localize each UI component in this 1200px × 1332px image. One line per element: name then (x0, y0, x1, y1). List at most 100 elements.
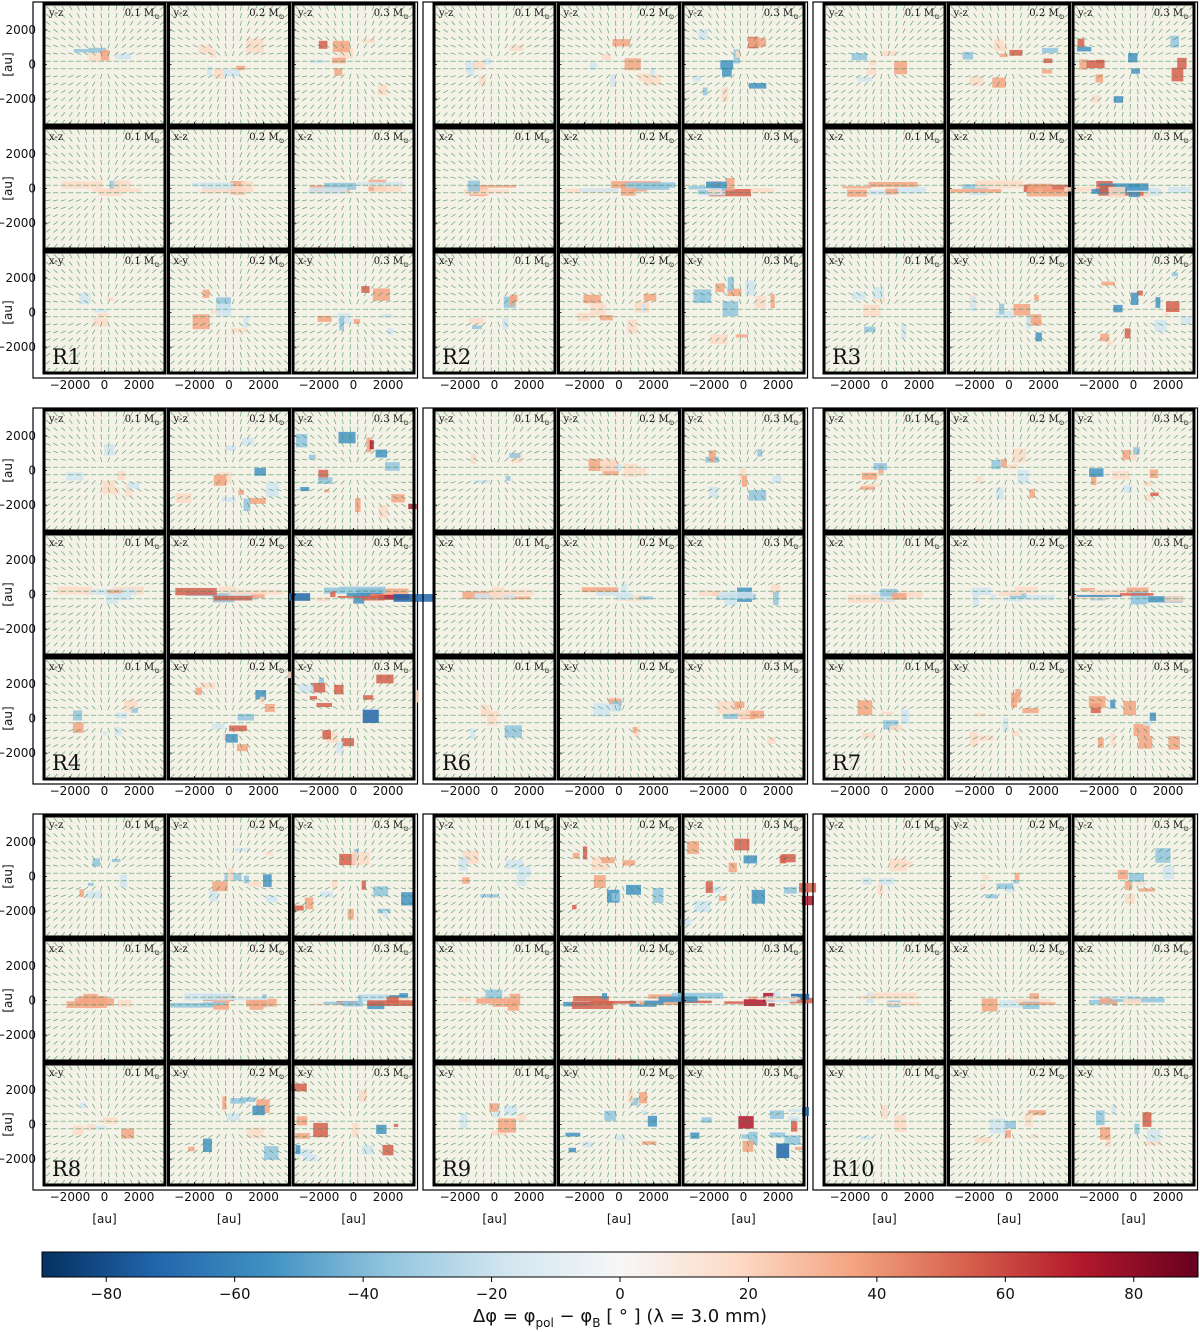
dphi-patch (377, 84, 388, 95)
dphi-patch (641, 1110, 648, 1115)
dphi-patch (1123, 485, 1133, 493)
dphi-patch (974, 1137, 991, 1143)
panel-mass-label: 0.2 M⊙ (639, 820, 674, 833)
panel-frame (42, 2, 167, 127)
panel-mass-label: 0.1 M⊙ (515, 662, 550, 675)
dphi-patch (367, 1000, 413, 1006)
dphi-patch (209, 49, 216, 58)
dphi-patch (632, 727, 637, 733)
panel-frame (1071, 814, 1196, 939)
dphi-patch (1150, 492, 1159, 497)
x-tick-label: −2000 (299, 1190, 340, 1204)
dphi-patch (590, 1000, 637, 1004)
y-tick-label: 2000 (5, 959, 36, 973)
dphi-patch (339, 853, 356, 866)
dphi-patch (698, 29, 708, 40)
x-tick-label: 2000 (124, 378, 155, 392)
dphi-patch (229, 725, 247, 732)
dphi-patch (615, 463, 622, 472)
dphi-patch (1162, 865, 1174, 880)
dphi-patch (225, 734, 238, 743)
dphi-patch (1131, 292, 1139, 305)
x-tick-label: 0 (350, 784, 358, 798)
panel-mass-label: 0.2 M⊙ (1029, 8, 1064, 21)
panel-projection-label: x-z (298, 944, 312, 955)
dphi-patch (339, 317, 344, 331)
dphi-patch (87, 1124, 95, 1131)
panel-y-z-1: y-z 0.1 M⊙ (42, 814, 167, 939)
panel-x-z-2: x-z 0.2 M⊙ (947, 126, 1074, 251)
dphi-patch (79, 292, 91, 305)
dphi-patch (978, 735, 994, 741)
dphi-patch (474, 480, 490, 484)
dphi-patch (990, 594, 996, 601)
panel-projection-label: x-y (1078, 256, 1093, 267)
panel-x-z-3: x-z 0.3 M⊙ (681, 126, 806, 251)
panel-mass-label: 0.3 M⊙ (1154, 256, 1189, 269)
dphi-patch (1064, 187, 1097, 192)
dphi-patch (890, 725, 903, 731)
panel-y-z-1: y-z 0.1 M⊙ (42, 2, 167, 127)
x-tick-label: 0 (1130, 1190, 1138, 1204)
dphi-patch (1006, 886, 1015, 893)
dphi-patch (789, 997, 814, 1004)
dphi-patch (634, 726, 640, 737)
panel-frame (822, 532, 947, 657)
colorbar-tick-label: 0 (615, 1285, 625, 1303)
dphi-patch (869, 59, 877, 66)
dphi-patch (317, 315, 332, 322)
panel-frame (947, 656, 1071, 781)
dphi-patch (1149, 469, 1159, 478)
panel-frame (291, 1062, 416, 1187)
y-tick-label: −2000 (0, 92, 36, 106)
panel-frame (681, 1062, 806, 1187)
dphi-patch (791, 993, 810, 1000)
dphi-patch (232, 589, 284, 595)
dphi-patch (604, 1110, 617, 1121)
panel-x-z-2: x-z 0.2 M⊙ (947, 938, 1071, 1063)
dphi-patch (237, 713, 254, 721)
dphi-patch (216, 303, 231, 317)
panel-frame (167, 408, 291, 533)
dphi-patch (1091, 95, 1100, 103)
panel-mass-label: 0.3 M⊙ (764, 944, 799, 957)
x-tick-label: 0 (1130, 378, 1138, 392)
dphi-patch (235, 848, 250, 852)
dphi-patch (326, 732, 339, 743)
dphi-patch (715, 283, 725, 293)
panel-projection-label: x-y (829, 1068, 844, 1079)
dphi-patch (671, 992, 724, 999)
dphi-patch (1013, 304, 1031, 316)
dphi-patch (243, 498, 251, 511)
dphi-patch (1014, 586, 1038, 594)
dphi-patch (230, 1098, 246, 1104)
panel-mass-label: 0.3 M⊙ (374, 662, 409, 675)
dphi-patch (125, 483, 132, 498)
panel-x-z-3: x-z 0.3 M⊙ (1064, 126, 1196, 251)
dphi-patch (1106, 999, 1126, 1002)
dphi-patch (788, 1116, 800, 1122)
panel-projection-label: x-y (829, 256, 844, 267)
panel-x-z-2: x-z 0.2 M⊙ (557, 126, 681, 251)
dphi-patch (750, 188, 774, 194)
x-tick-label: 2000 (638, 784, 669, 798)
x-tick-label: 0 (491, 378, 499, 392)
panel-frame (432, 814, 557, 939)
panel-frame (432, 532, 557, 657)
dphi-patch (999, 303, 1005, 315)
dphi-patch (989, 1118, 1006, 1134)
x-tick-label: 0 (491, 784, 499, 798)
dphi-patch (322, 730, 331, 740)
x-axis-label: [au] (997, 1212, 1021, 1226)
panel-projection-label: x-z (688, 132, 702, 143)
panel-projection-label: y-z (48, 414, 63, 425)
panel-projection-label: y-z (828, 414, 843, 425)
dphi-patch (658, 996, 698, 1003)
colorbar-label-b: B (592, 1316, 600, 1330)
panel-frame (42, 938, 167, 1063)
dphi-patch (999, 1000, 1037, 1008)
dphi-patch (212, 723, 225, 730)
panel-mass-label: 0.1 M⊙ (125, 820, 160, 833)
dphi-patch (308, 187, 348, 194)
dphi-patch (98, 189, 123, 196)
